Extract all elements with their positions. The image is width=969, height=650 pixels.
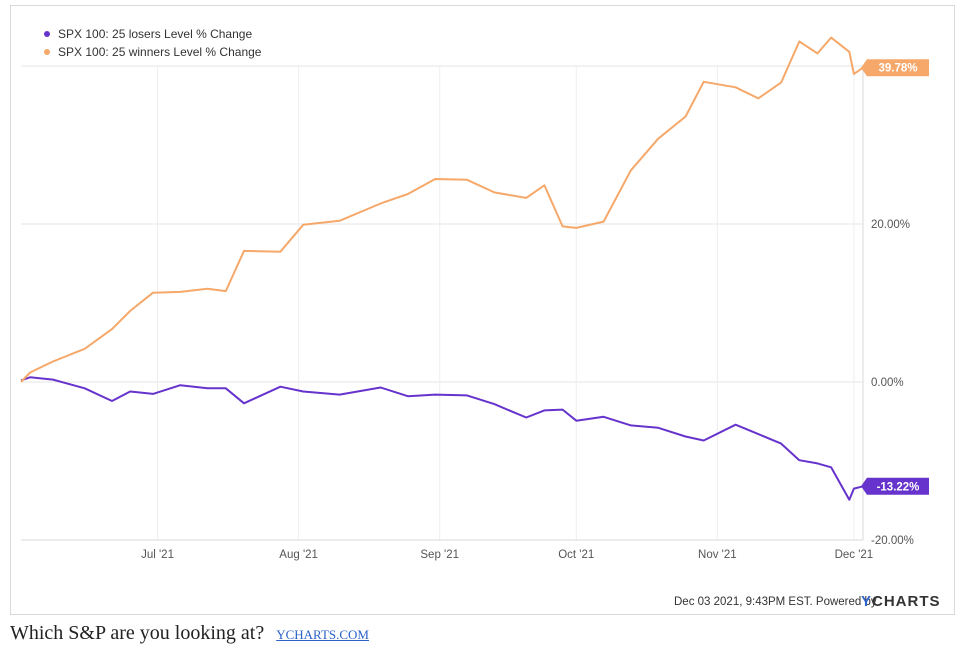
legend-item-winners[interactable]: SPX 100: 25 winners Level % Change: [44, 45, 261, 59]
ycharts-logo-text: CHARTS: [872, 593, 941, 610]
y-tick-label: 0.00%: [871, 377, 904, 389]
chart-frame: SPX 100: 25 losers Level % Change SPX 10…: [10, 5, 955, 615]
x-tick-label: Nov '21: [698, 549, 737, 561]
x-tick-label: Oct '21: [558, 549, 594, 561]
x-tick-label: Aug '21: [279, 549, 318, 561]
x-tick-label: Dec '21: [835, 549, 874, 561]
chart-timestamp: Dec 03 2021, 9:43PM EST. Powered by: [674, 596, 877, 608]
legend-label-losers: SPX 100: 25 losers Level % Change: [58, 27, 253, 41]
end-value-flag-1: [861, 59, 929, 77]
end-value-label-1: 39.78%: [878, 63, 917, 75]
legend-label-winners: SPX 100: 25 winners Level % Change: [58, 45, 262, 59]
caption-text: Which S&P are you looking at?: [10, 622, 265, 644]
ycharts-logo[interactable]: YCHARTS: [861, 593, 941, 610]
legend-marker-winners: [44, 49, 50, 55]
end-value-flag-0: [861, 477, 929, 495]
caption: Which S&P are you looking at? YCHARTS.COM: [10, 622, 369, 645]
legend-item-losers[interactable]: SPX 100: 25 losers Level % Change: [44, 27, 252, 41]
y-tick-label: -20.00%: [871, 535, 914, 547]
caption-link[interactable]: YCHARTS.COM: [276, 627, 369, 642]
series-line-0: [20, 376, 864, 501]
legend-marker-losers: [44, 31, 50, 37]
ycharts-logo-y: Y: [861, 593, 873, 610]
y-tick-label: 20.00%: [871, 219, 910, 231]
series-line-1: [20, 36, 864, 383]
end-value-label-0: -13.22%: [877, 481, 920, 493]
x-tick-label: Jul '21: [141, 549, 174, 561]
x-tick-label: Sep '21: [420, 549, 459, 561]
